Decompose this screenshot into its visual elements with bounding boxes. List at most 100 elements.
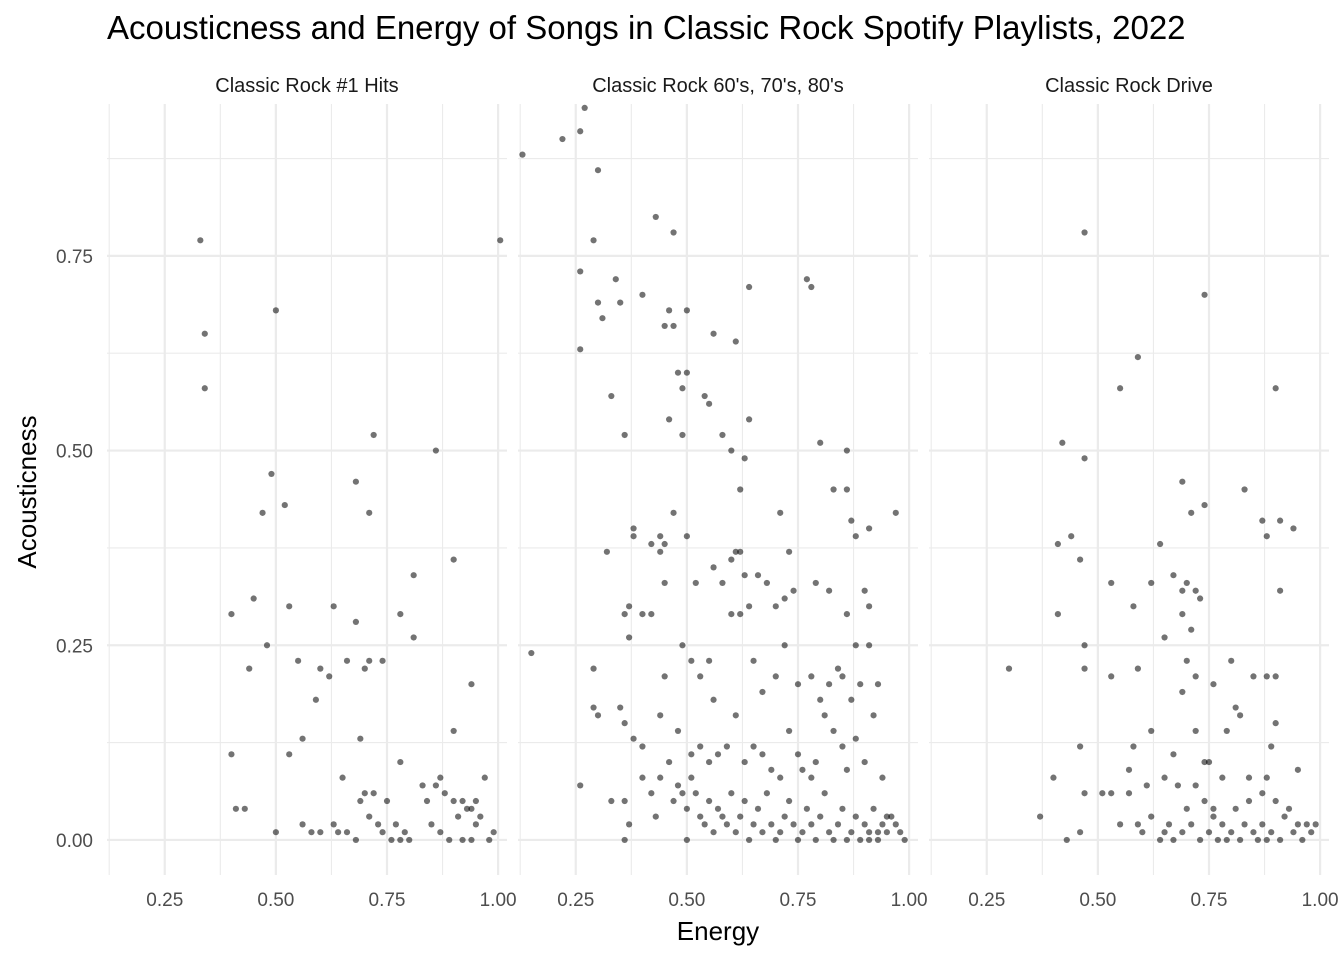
x-tick-label: 0.50 bbox=[668, 890, 705, 911]
data-point bbox=[741, 455, 748, 462]
data-point bbox=[1312, 821, 1319, 828]
data-point bbox=[803, 805, 810, 812]
data-point bbox=[1205, 829, 1213, 836]
data-point bbox=[401, 829, 408, 836]
data-point bbox=[366, 509, 373, 516]
data-point bbox=[228, 611, 235, 618]
data-point bbox=[781, 642, 788, 649]
data-point bbox=[352, 618, 359, 625]
data-point bbox=[737, 548, 744, 555]
data-point bbox=[848, 696, 855, 703]
data-point bbox=[1148, 727, 1155, 735]
x-tick-label: 0.75 bbox=[369, 890, 406, 911]
data-point bbox=[312, 696, 319, 703]
data-point bbox=[1290, 829, 1297, 836]
data-point bbox=[661, 322, 668, 330]
data-point bbox=[697, 743, 704, 750]
data-point bbox=[874, 681, 882, 688]
data-point bbox=[1241, 821, 1248, 828]
data-point bbox=[817, 439, 824, 446]
data-point bbox=[326, 673, 333, 680]
data-point bbox=[232, 805, 239, 812]
data-point bbox=[777, 509, 784, 516]
data-point bbox=[201, 385, 208, 392]
data-point bbox=[723, 743, 730, 750]
data-point bbox=[843, 611, 850, 618]
data-point bbox=[1228, 829, 1235, 836]
data-point bbox=[626, 634, 633, 641]
data-point bbox=[639, 774, 646, 781]
data-point bbox=[361, 790, 368, 797]
data-point bbox=[468, 805, 475, 812]
data-point bbox=[714, 751, 722, 758]
facet-label: Classic Rock Drive bbox=[1045, 75, 1213, 97]
facet-panel: 0.25 0.50 0.75 1.00 Classic Rock 60's, 70's,… bbox=[497, 75, 928, 911]
data-point bbox=[423, 797, 431, 805]
x-tick-label: 0.25 bbox=[557, 890, 594, 911]
data-point bbox=[799, 766, 806, 773]
data-point bbox=[1183, 657, 1190, 664]
chart-title: Acousticness and Energy of Songs in Clas… bbox=[107, 9, 1186, 46]
data-point bbox=[728, 556, 735, 563]
x-tick-label: 1.00 bbox=[1302, 890, 1339, 911]
data-point bbox=[1237, 712, 1244, 719]
facet-label: Classic Rock 60's, 70's, 80's bbox=[592, 75, 844, 97]
data-point bbox=[577, 268, 584, 275]
data-point bbox=[741, 797, 748, 805]
y-axis-title: Acousticness bbox=[12, 415, 42, 568]
data-point bbox=[777, 829, 784, 836]
data-point bbox=[737, 813, 744, 820]
data-point bbox=[1099, 790, 1106, 797]
data-point bbox=[1050, 774, 1057, 781]
data-point bbox=[848, 829, 855, 836]
data-point bbox=[308, 829, 315, 836]
data-point bbox=[670, 229, 677, 236]
data-point bbox=[794, 751, 802, 758]
data-point bbox=[1272, 673, 1279, 680]
data-point bbox=[1179, 611, 1186, 618]
data-point bbox=[1250, 673, 1257, 680]
data-point bbox=[370, 431, 377, 439]
data-point bbox=[679, 385, 686, 392]
data-point bbox=[335, 829, 342, 836]
data-point bbox=[397, 611, 404, 618]
data-point bbox=[692, 790, 699, 797]
data-point bbox=[450, 556, 457, 563]
data-point bbox=[1259, 790, 1266, 797]
data-point bbox=[817, 813, 824, 820]
data-point bbox=[830, 727, 837, 735]
data-point bbox=[1294, 821, 1301, 828]
data-point bbox=[843, 766, 850, 773]
data-point bbox=[666, 416, 673, 423]
data-point bbox=[617, 299, 624, 306]
data-point bbox=[446, 836, 453, 844]
data-point bbox=[701, 821, 708, 828]
data-point bbox=[857, 681, 864, 688]
data-point bbox=[577, 346, 584, 353]
data-point bbox=[746, 283, 753, 291]
data-point bbox=[812, 836, 819, 844]
data-point bbox=[683, 369, 690, 376]
data-point bbox=[1210, 681, 1217, 688]
data-point bbox=[250, 595, 257, 602]
data-point bbox=[679, 642, 686, 649]
x-tick-label: 1.00 bbox=[480, 890, 517, 911]
data-point bbox=[786, 727, 793, 735]
data-point bbox=[852, 813, 859, 820]
y-tick-label: 0.50 bbox=[56, 442, 93, 463]
data-point bbox=[674, 782, 682, 789]
data-point bbox=[866, 836, 873, 844]
data-point bbox=[1205, 758, 1213, 766]
data-point bbox=[299, 735, 306, 742]
data-point bbox=[706, 758, 713, 766]
data-point bbox=[1179, 829, 1186, 836]
facet-panel: 0.25 0.50 0.75 1.00 Classic Rock Drive bbox=[929, 75, 1339, 911]
data-point bbox=[528, 649, 535, 657]
data-point bbox=[1130, 603, 1137, 610]
data-point bbox=[497, 237, 504, 244]
data-point bbox=[759, 751, 766, 758]
x-tick-label: 0.75 bbox=[1191, 890, 1228, 911]
data-point bbox=[1125, 790, 1133, 797]
data-point bbox=[861, 758, 868, 766]
data-point bbox=[343, 829, 351, 836]
